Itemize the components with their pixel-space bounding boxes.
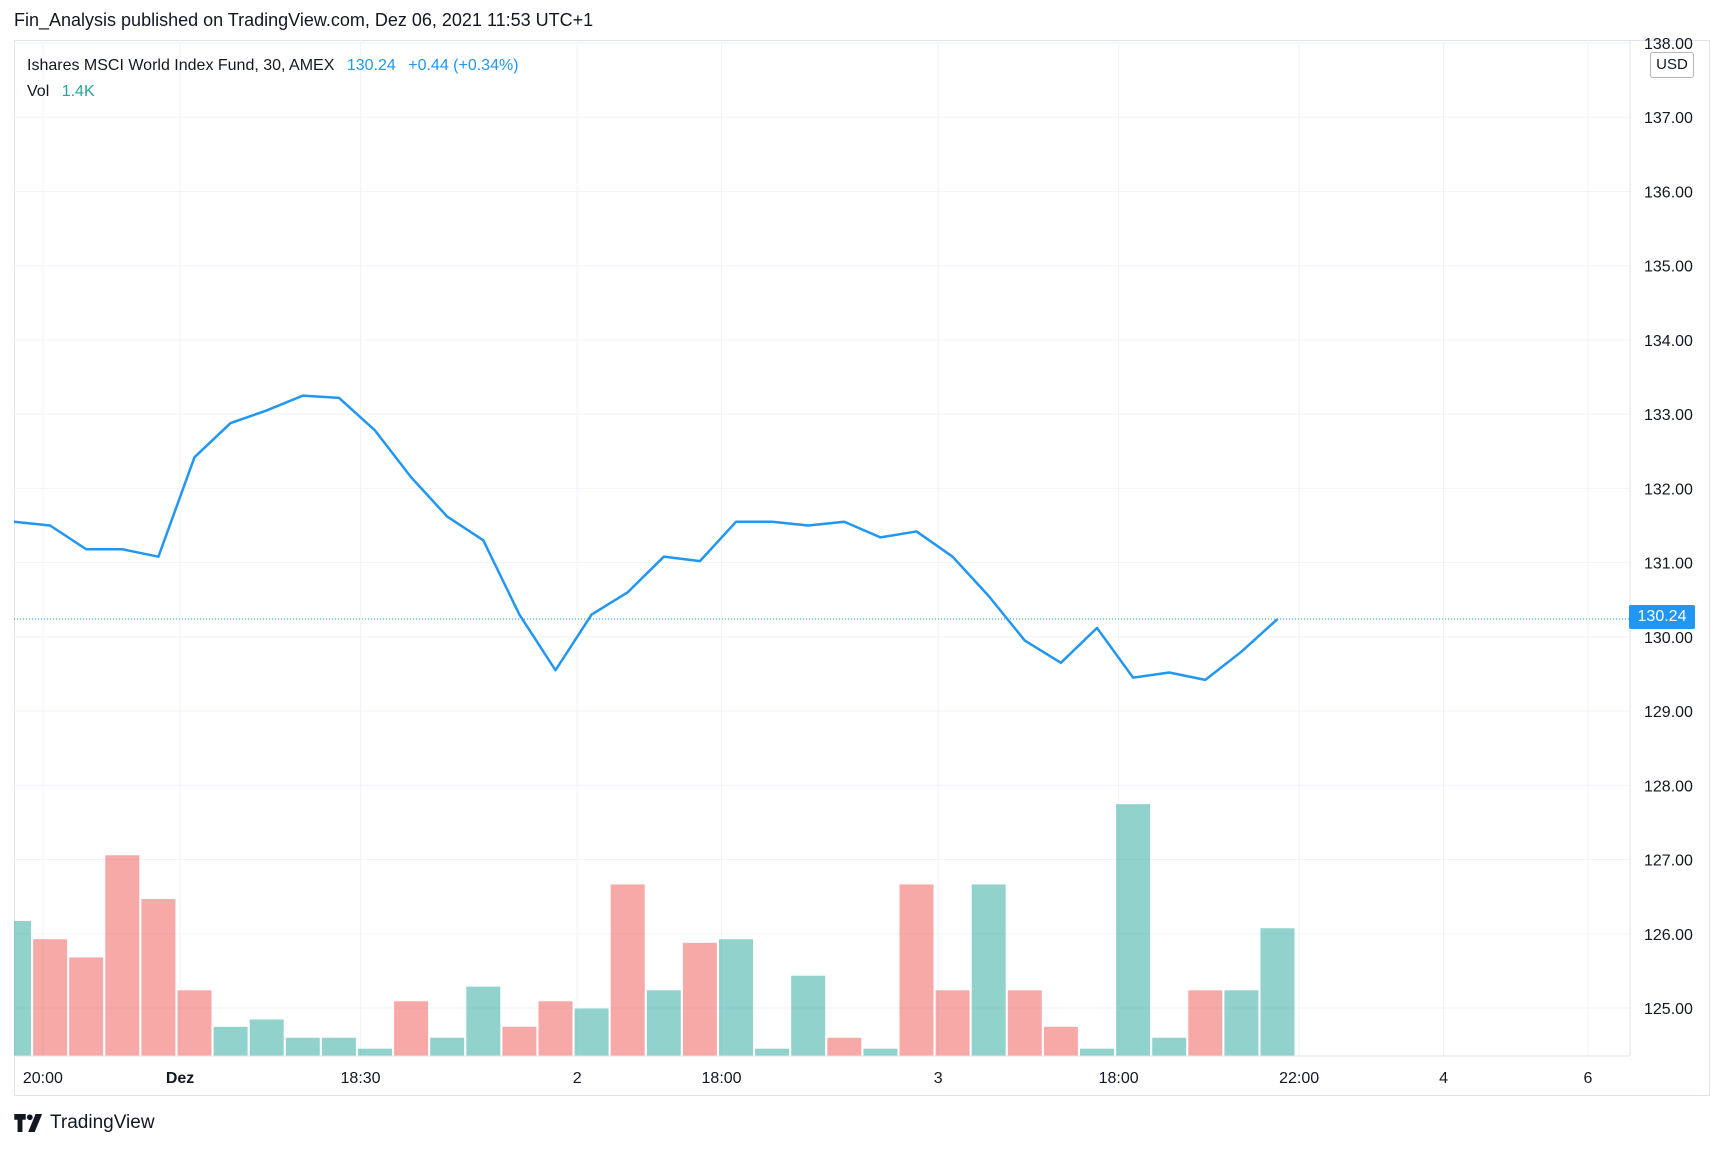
volume-bar bbox=[682, 942, 717, 1056]
price-tick-label: 126.00 bbox=[1644, 927, 1693, 944]
volume-bar bbox=[719, 939, 753, 1056]
price-tick-label: 138.00 bbox=[1644, 36, 1693, 53]
chart-frame[interactable] bbox=[14, 40, 1710, 1096]
volume-bar bbox=[1116, 804, 1151, 1056]
volume-bar bbox=[502, 1026, 537, 1056]
price-tick-label: 130.00 bbox=[1644, 630, 1693, 647]
volume-bar bbox=[14, 920, 31, 1056]
published-caption: Fin_Analysis published on TradingView.co… bbox=[14, 10, 594, 30]
brand-label: TradingView bbox=[50, 1112, 155, 1133]
volume-bar bbox=[935, 990, 970, 1056]
volume-bar bbox=[141, 899, 176, 1056]
price-tick-label: 131.00 bbox=[1644, 556, 1693, 573]
volume-bar bbox=[466, 986, 501, 1056]
volume-bar bbox=[755, 1048, 790, 1056]
time-axis-ticks: 20:00 Dez 18:30 2 18:00 3 18:00 22:00 4 6 bbox=[23, 1070, 1593, 1087]
volume-bar bbox=[1007, 990, 1042, 1056]
price-axis-ticks: 125.00 126.00 127.00 128.00 129.00 130.00 131.… bbox=[1644, 36, 1693, 1018]
volume-bar bbox=[1080, 1048, 1114, 1056]
volume-bar bbox=[899, 884, 934, 1056]
volume-bar bbox=[430, 1037, 465, 1056]
price-tick-label: 134.00 bbox=[1644, 333, 1693, 350]
tradingview-brand[interactable]: TradingView bbox=[14, 1112, 155, 1134]
price-tick-label: 127.00 bbox=[1644, 853, 1693, 870]
volume-bar bbox=[538, 1001, 573, 1056]
price-tick-label: 128.00 bbox=[1644, 778, 1693, 795]
price-tick-label: 137.00 bbox=[1644, 110, 1693, 127]
time-tick-label: 22:00 bbox=[1279, 1070, 1319, 1087]
price-series-line bbox=[13, 394, 1279, 682]
volume-bar bbox=[863, 1048, 898, 1056]
price-tick-label: 125.00 bbox=[1644, 1001, 1693, 1018]
volume-bar bbox=[610, 884, 645, 1056]
volume-bar bbox=[1043, 1026, 1078, 1056]
volume-bar bbox=[69, 957, 104, 1056]
legend-vol-label: Vol bbox=[27, 83, 50, 100]
volume-bar bbox=[358, 1048, 392, 1056]
volume-bar bbox=[971, 884, 1006, 1056]
price-tick-label: 135.00 bbox=[1644, 259, 1693, 276]
chart-grid bbox=[14, 40, 1630, 1056]
price-tick-label: 129.00 bbox=[1644, 704, 1693, 721]
time-tick-label: 20:00 bbox=[23, 1070, 63, 1087]
time-tick-label: 18:00 bbox=[1099, 1070, 1139, 1087]
price-tick-label: 133.00 bbox=[1644, 407, 1693, 424]
volume-bar bbox=[1224, 990, 1259, 1056]
tradingview-logo-icon bbox=[14, 1114, 43, 1132]
time-tick-label: 6 bbox=[1584, 1070, 1593, 1087]
volume-bar bbox=[574, 1008, 609, 1056]
time-tick-label: 3 bbox=[934, 1070, 943, 1087]
volume-bar bbox=[213, 1026, 248, 1056]
chart-legend: Ishares MSCI World Index Fund, 30, AMEX … bbox=[27, 53, 519, 105]
volume-bar bbox=[1188, 990, 1223, 1056]
time-tick-label: 4 bbox=[1439, 1070, 1448, 1087]
price-tick-label: 136.00 bbox=[1644, 184, 1693, 201]
legend-symbol: Ishares MSCI World Index Fund, 30, AMEX bbox=[27, 57, 335, 74]
time-tick-label: Dez bbox=[166, 1070, 194, 1087]
current-price-tag: 130.24 bbox=[1629, 605, 1695, 629]
price-tick-label: 132.00 bbox=[1644, 481, 1693, 498]
volume-bar bbox=[1260, 928, 1295, 1056]
volume-bars bbox=[14, 804, 1295, 1056]
volume-bar bbox=[394, 1001, 429, 1056]
volume-bar bbox=[321, 1037, 356, 1056]
volume-bar bbox=[1152, 1037, 1187, 1056]
volume-bar bbox=[249, 1019, 284, 1056]
legend-vol-value: 1.4K bbox=[61, 83, 95, 100]
time-tick-label: 18:00 bbox=[702, 1070, 742, 1087]
volume-bar bbox=[33, 939, 68, 1056]
time-tick-label: 18:30 bbox=[341, 1070, 381, 1087]
volume-bar bbox=[177, 990, 212, 1056]
currency-button[interactable]: USD bbox=[1650, 52, 1694, 78]
legend-last-price: 130.24 bbox=[346, 57, 396, 74]
volume-bar bbox=[646, 990, 681, 1056]
volume-bar bbox=[105, 855, 140, 1056]
volume-bar bbox=[791, 975, 826, 1056]
volume-bar bbox=[827, 1037, 862, 1056]
legend-change: +0.44 (+0.34%) bbox=[408, 57, 519, 74]
time-tick-label: 2 bbox=[573, 1070, 582, 1087]
volume-bar bbox=[285, 1037, 320, 1056]
